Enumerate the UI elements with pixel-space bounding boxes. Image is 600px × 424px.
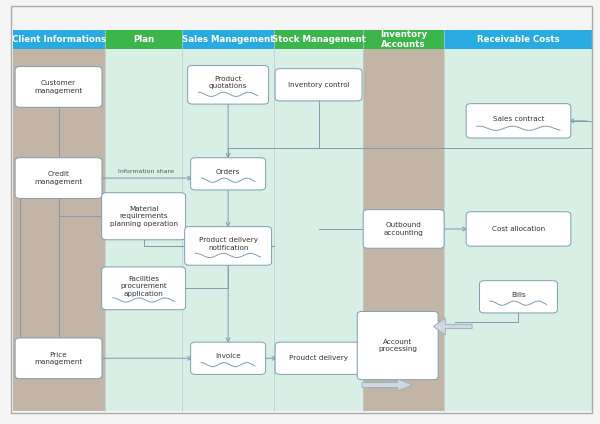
Text: Customer
management: Customer management bbox=[34, 80, 83, 94]
Text: Cost allocation: Cost allocation bbox=[492, 226, 545, 232]
Text: Proudct delivery: Proudct delivery bbox=[289, 355, 348, 361]
Text: Sales contract: Sales contract bbox=[493, 116, 544, 122]
FancyBboxPatch shape bbox=[479, 281, 557, 313]
Text: Inventory
Accounts: Inventory Accounts bbox=[380, 30, 427, 49]
Text: Inventory control: Inventory control bbox=[288, 82, 349, 88]
FancyBboxPatch shape bbox=[188, 65, 269, 104]
Text: Orders: Orders bbox=[216, 169, 240, 175]
FancyBboxPatch shape bbox=[275, 342, 362, 374]
Text: Bills: Bills bbox=[511, 292, 526, 298]
FancyBboxPatch shape bbox=[101, 192, 185, 240]
Bar bbox=[444, 49, 592, 411]
Polygon shape bbox=[433, 318, 472, 335]
Text: Credit
management: Credit management bbox=[34, 171, 83, 185]
Text: Invoice: Invoice bbox=[215, 353, 241, 359]
FancyBboxPatch shape bbox=[191, 158, 266, 190]
Bar bbox=[274, 49, 363, 411]
Text: Receivable Costs: Receivable Costs bbox=[477, 35, 560, 44]
FancyBboxPatch shape bbox=[191, 342, 266, 374]
Text: Price
management: Price management bbox=[34, 351, 83, 365]
FancyBboxPatch shape bbox=[101, 267, 185, 310]
Bar bbox=[13, 30, 105, 49]
Text: Facilities
procurement
application: Facilities procurement application bbox=[120, 276, 167, 297]
Text: Material
requirements
planning operation: Material requirements planning operation bbox=[110, 206, 178, 227]
FancyBboxPatch shape bbox=[363, 209, 444, 248]
FancyBboxPatch shape bbox=[275, 69, 362, 101]
Text: Plan: Plan bbox=[133, 35, 154, 44]
Bar bbox=[105, 49, 182, 411]
Polygon shape bbox=[362, 379, 413, 391]
Bar bbox=[363, 30, 444, 49]
Bar bbox=[444, 30, 592, 49]
Bar bbox=[182, 30, 274, 49]
Bar bbox=[182, 49, 274, 411]
Text: Outbound
accounting: Outbound accounting bbox=[384, 222, 424, 236]
FancyBboxPatch shape bbox=[15, 338, 102, 379]
Bar bbox=[13, 49, 105, 411]
Bar bbox=[105, 30, 182, 49]
Text: Product
quotations: Product quotations bbox=[209, 76, 247, 89]
Bar bbox=[363, 49, 444, 411]
Text: Product delivery
notification: Product delivery notification bbox=[199, 237, 257, 251]
FancyBboxPatch shape bbox=[185, 226, 272, 265]
Text: Information share: Information share bbox=[118, 169, 174, 174]
FancyBboxPatch shape bbox=[466, 212, 571, 246]
Text: Stock Management: Stock Management bbox=[272, 35, 365, 44]
Bar bbox=[274, 30, 363, 49]
Text: Account
processing: Account processing bbox=[378, 339, 417, 352]
Text: Client Informations: Client Informations bbox=[12, 35, 106, 44]
Text: Sales Management: Sales Management bbox=[182, 35, 274, 44]
FancyBboxPatch shape bbox=[357, 311, 438, 380]
FancyBboxPatch shape bbox=[15, 158, 102, 198]
FancyBboxPatch shape bbox=[15, 67, 102, 107]
FancyBboxPatch shape bbox=[466, 104, 571, 138]
